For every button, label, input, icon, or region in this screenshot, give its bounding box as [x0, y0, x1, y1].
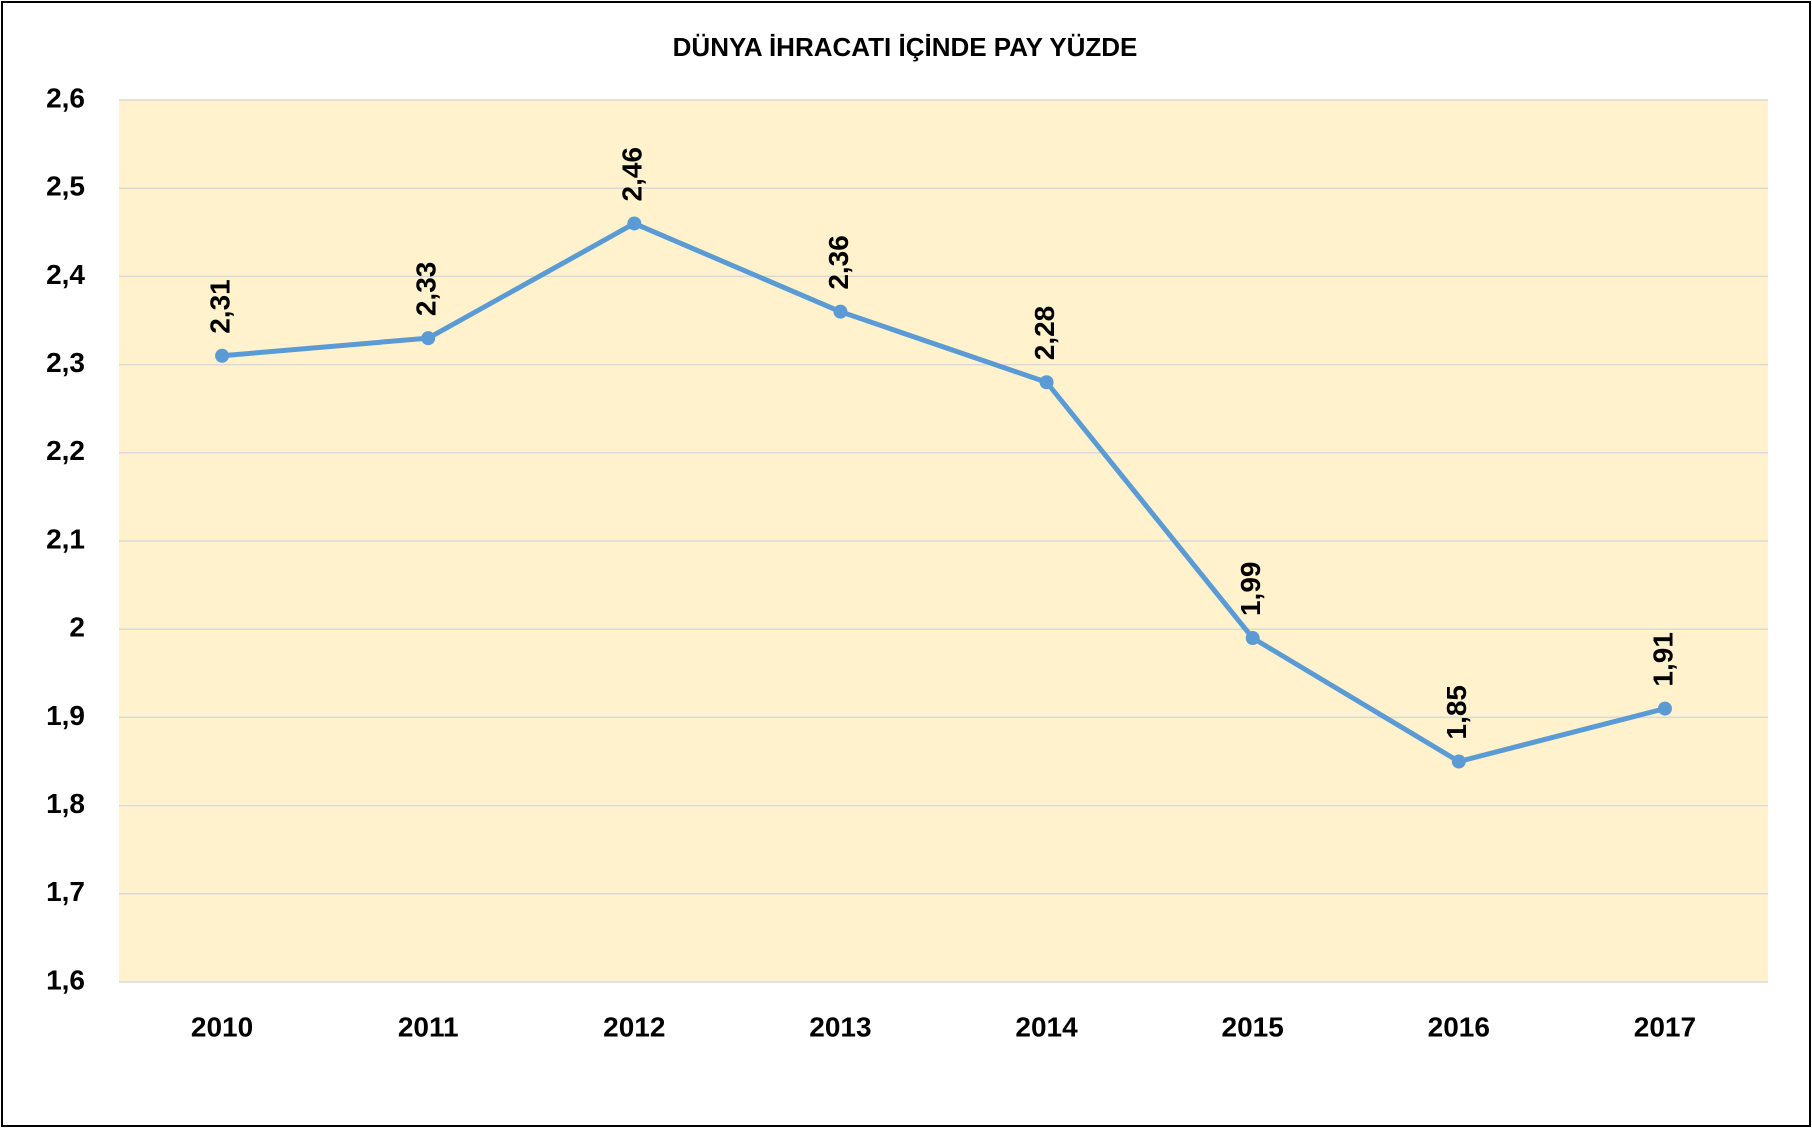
- x-tick-label: 2012: [603, 1011, 665, 1042]
- series-line: [221, 220, 1666, 764]
- data-label: 2,28: [1029, 306, 1060, 361]
- data-label: 1,85: [1441, 685, 1472, 740]
- data-point: [627, 216, 642, 231]
- data-label: 2,31: [204, 279, 235, 334]
- chart-title: DÜNYA İHRACATI İÇİNDE PAY YÜZDE: [673, 32, 1138, 62]
- data-point: [1245, 631, 1260, 646]
- data-point: [215, 348, 230, 363]
- y-tick-label: 1,8: [46, 788, 85, 819]
- y-tick-label: 2,2: [46, 435, 85, 466]
- x-tick-label: 2015: [1222, 1011, 1284, 1042]
- data-label: 1,91: [1647, 632, 1678, 687]
- data-point: [1039, 375, 1054, 390]
- x-tick-label: 2011: [398, 1011, 459, 1042]
- data-point: [1451, 754, 1466, 769]
- data-point: [833, 304, 848, 319]
- y-tick-label: 1,6: [46, 964, 85, 995]
- y-tick-label: 2: [69, 612, 85, 643]
- x-tick-label: 2010: [191, 1011, 253, 1042]
- data-label: 1,99: [1235, 562, 1266, 617]
- y-tick-label: 2,5: [46, 171, 85, 202]
- data-label: 2,46: [617, 147, 648, 202]
- y-tick-label: 2,6: [46, 82, 85, 113]
- x-tick-label: 2014: [1015, 1011, 1078, 1042]
- data-label: 2,33: [411, 262, 442, 317]
- y-tick-label: 2,3: [46, 347, 85, 378]
- data-point: [421, 331, 436, 346]
- data-point: [1657, 701, 1672, 716]
- y-tick-label: 1,9: [46, 700, 85, 731]
- y-tick-label: 1,7: [46, 876, 85, 907]
- y-tick-label: 2,1: [46, 523, 85, 554]
- x-tick-label: 2013: [809, 1011, 871, 1042]
- y-tick-label: 2,4: [46, 259, 85, 290]
- x-tick-label: 2016: [1428, 1011, 1490, 1042]
- x-tick-label: 2017: [1634, 1011, 1696, 1042]
- data-label: 2,36: [823, 235, 854, 290]
